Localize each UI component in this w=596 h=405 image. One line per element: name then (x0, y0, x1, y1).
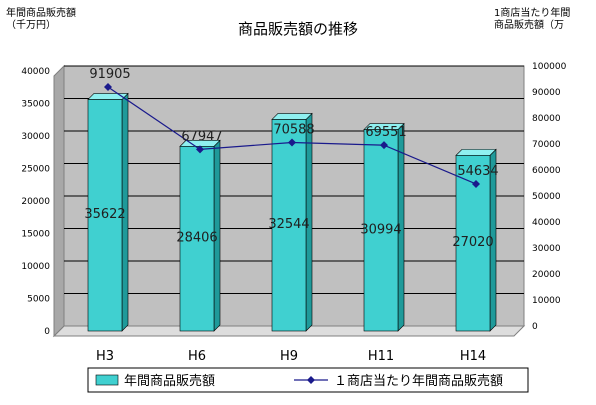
right-tick-label: 50000 (532, 192, 561, 202)
chart-title: 商品販売額の推移 (237, 20, 358, 38)
right-tick-label: 20000 (532, 270, 561, 280)
legend-bar-label: 年間商品販売額 (124, 373, 215, 389)
left-tick-label: 5000 (27, 295, 50, 305)
bar-value-label: 28406 (176, 231, 217, 246)
line-marker (380, 141, 388, 150)
bar-value-label: 32544 (268, 217, 309, 232)
right-tick-label: 60000 (532, 166, 561, 176)
bar (179, 146, 215, 332)
right-tick-label: 70000 (532, 140, 561, 150)
line-marker (472, 179, 480, 188)
line-marker (288, 138, 296, 147)
line-marker (104, 83, 112, 92)
bar-value-label: 30994 (360, 222, 401, 237)
category-label: H9 (280, 349, 298, 364)
right-tick-label: 100000 (532, 62, 567, 72)
right-axis-title-line-2: 商品販売額（万 (494, 20, 564, 31)
left-axis-title-line-1: 年間商品販売額 (6, 8, 76, 19)
right-tick-label: 40000 (532, 218, 561, 228)
left-tick-label: 40000 (21, 67, 50, 77)
right-tick-label: 30000 (532, 244, 561, 254)
line-value-label: 70588 (273, 122, 314, 137)
right-tick-label: 80000 (532, 114, 561, 124)
bar-top (271, 113, 313, 120)
category-label: H6 (188, 349, 206, 364)
legend-bar-swatch (95, 374, 119, 386)
left-tick-label: 15000 (21, 230, 50, 240)
left-tick-label: 35000 (21, 100, 50, 110)
line-value-label: 69551 (365, 125, 406, 140)
category-label: H11 (368, 349, 394, 364)
left-tick-label: 10000 (21, 262, 50, 272)
left-axis-title: 年間商品販売額 （千万円） (6, 8, 76, 32)
line-value-label: 67947 (181, 129, 222, 144)
left-tick-label: 25000 (21, 165, 50, 175)
left-tick-label: 20000 (21, 197, 50, 207)
right-axis-title-line-1: 1商店当たり年間 (494, 8, 571, 19)
left-tick-label: 0 (44, 327, 50, 337)
bar-top (455, 149, 497, 156)
bar (271, 119, 307, 332)
left-tick-label: 30000 (21, 132, 50, 142)
line-marker (196, 145, 204, 154)
right-axis-title: 1商店当たり年間 商品販売額（万 (494, 8, 570, 32)
right-tick-label: 90000 (532, 88, 561, 98)
category-label: H3 (96, 349, 114, 364)
bar-value-label: 35622 (84, 207, 125, 222)
line-value-label: 54634 (457, 164, 498, 179)
left-axis-title-line-2: （千万円） (6, 20, 56, 31)
legend-line-marker (307, 376, 315, 384)
bar (363, 129, 399, 332)
legend-line-label: １商店当たり年間商品販売額 (334, 373, 503, 389)
line-value-label: 91905 (89, 67, 130, 82)
bar (87, 99, 123, 332)
category-label: H14 (460, 349, 486, 364)
bar-value-label: 27020 (452, 235, 493, 250)
right-tick-label: 0 (532, 322, 538, 332)
right-tick-label: 10000 (532, 296, 561, 306)
plot-side-wall (53, 64, 65, 338)
